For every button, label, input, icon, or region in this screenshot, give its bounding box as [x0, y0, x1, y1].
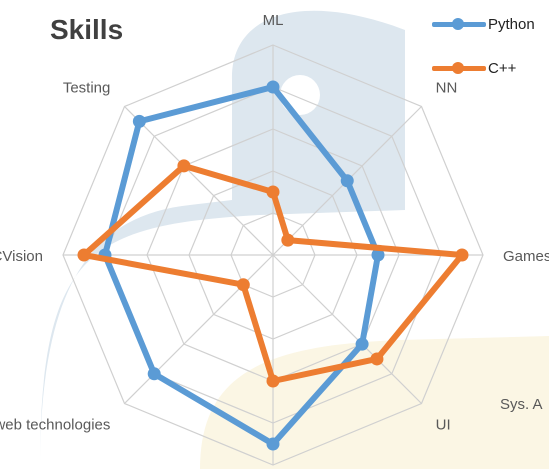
axis-label-web-technologies: web technologies [0, 417, 110, 434]
point-cpp-ui [370, 352, 384, 366]
axis-label-nn: NN [436, 79, 458, 96]
axis-labels: MLNNGamesUIOverallweb technologiesCVisio… [0, 12, 549, 434]
legend-marker-cpp [452, 62, 464, 74]
chart-title: Skills [50, 14, 124, 45]
point-python-overall [266, 437, 280, 451]
grid-spoke-4 [272, 254, 422, 404]
legend-item-python: Python [432, 12, 535, 36]
legend: Python C++ [432, 12, 535, 100]
point-cpp-cvision [77, 248, 91, 262]
axis-label-testing: Testing [63, 79, 111, 96]
axis-label-cvision: CVision [0, 248, 43, 265]
point-cpp-overall [266, 374, 280, 388]
radar-grid [62, 44, 484, 466]
watermark-blue-shape [40, 10, 405, 469]
legend-marker-python [452, 18, 464, 30]
python-logo-watermark [40, 10, 549, 469]
point-python-games [371, 248, 385, 262]
legend-swatch-python [432, 17, 486, 31]
watermark-eye [280, 75, 320, 115]
axis-label-games: Games [503, 248, 549, 265]
point-python-ml [266, 80, 280, 94]
axis-label-ml: ML [263, 12, 284, 29]
watermark-yellow-shape [200, 336, 549, 469]
point-cpp-ml [266, 185, 280, 199]
series-layer [77, 80, 469, 451]
point-cpp-web-technologies [236, 278, 250, 292]
legend-label-python: Python [488, 15, 535, 33]
legend-label-cpp: C++ [488, 59, 517, 77]
point-python-ui [355, 337, 369, 351]
legend-swatch-cpp [432, 61, 486, 75]
point-python-testing [132, 114, 146, 128]
point-python-web-technologies [147, 367, 161, 381]
point-python-nn [340, 174, 354, 188]
grid-spoke-8 [124, 106, 274, 256]
point-cpp-games [455, 248, 469, 262]
axis-label-sys-a: Sys. A [500, 396, 543, 413]
axis-label-ui: UI [436, 417, 451, 434]
grid-spoke-6 [124, 254, 274, 404]
point-cpp-nn [281, 233, 295, 247]
legend-item-cpp: C++ [432, 56, 535, 80]
point-cpp-testing [177, 159, 191, 173]
